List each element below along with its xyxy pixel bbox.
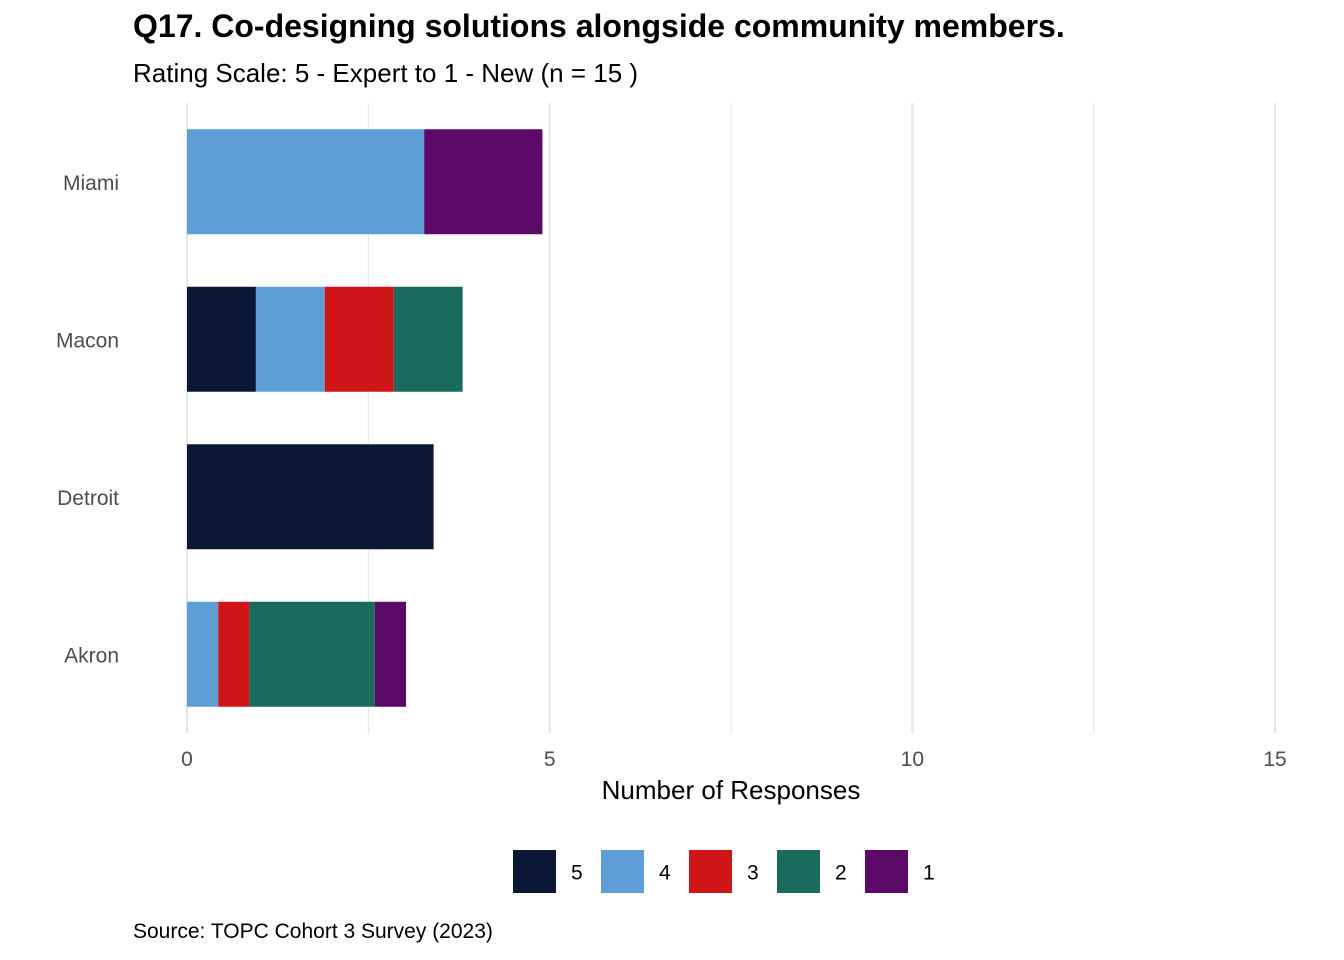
bar-segment-akron-4 <box>187 601 219 707</box>
bar-segment-macon-4 <box>255 286 325 392</box>
chart-subtitle: Rating Scale: 5 - Expert to 1 - New (n =… <box>133 58 639 88</box>
x-tick-label: 0 <box>181 748 193 771</box>
legend-item: 3 <box>689 850 759 893</box>
bar-segment-miami-4 <box>187 129 425 235</box>
legend-swatch <box>865 850 908 893</box>
bar-segment-akron-3 <box>218 601 250 707</box>
legend-label: 3 <box>747 862 759 885</box>
chart-title: Q17. Co-designing solutions alongside co… <box>133 8 1065 44</box>
x-tick-label: 5 <box>544 748 556 771</box>
legend: 5 4 3 2 1 <box>513 850 935 893</box>
legend-item: 4 <box>601 850 671 893</box>
legend-label: 1 <box>923 862 935 885</box>
legend-label: 5 <box>571 862 583 885</box>
legend-swatch <box>777 850 820 893</box>
x-tick-label: 15 <box>1263 748 1286 771</box>
bar-segment-macon-3 <box>324 286 394 392</box>
y-tick-label: Macon <box>56 329 119 352</box>
x-tick-label: 10 <box>901 748 924 771</box>
legend-item: 2 <box>777 850 847 893</box>
bar-segment-macon-5 <box>187 286 256 392</box>
y-tick-label: Miami <box>63 172 119 195</box>
legend-swatch <box>513 850 556 893</box>
bar-segment-akron-1 <box>374 601 407 707</box>
legend-label: 2 <box>835 862 847 885</box>
chart-source: Source: TOPC Cohort 3 Survey (2023) <box>133 920 493 943</box>
legend-label: 4 <box>659 862 671 885</box>
y-tick-label: Akron <box>64 644 119 667</box>
legend-item: 1 <box>865 850 935 893</box>
bar-segment-macon-2 <box>393 286 463 392</box>
x-axis-label: Number of Responses <box>602 775 861 805</box>
legend-swatch <box>601 850 644 893</box>
y-tick-label: Detroit <box>57 487 119 510</box>
bar-segment-miami-1 <box>424 129 543 235</box>
legend-swatch <box>689 850 732 893</box>
legend-item: 5 <box>513 850 583 893</box>
bar-segment-akron-2 <box>249 601 375 707</box>
bar-segment-detroit-5 <box>187 444 434 550</box>
